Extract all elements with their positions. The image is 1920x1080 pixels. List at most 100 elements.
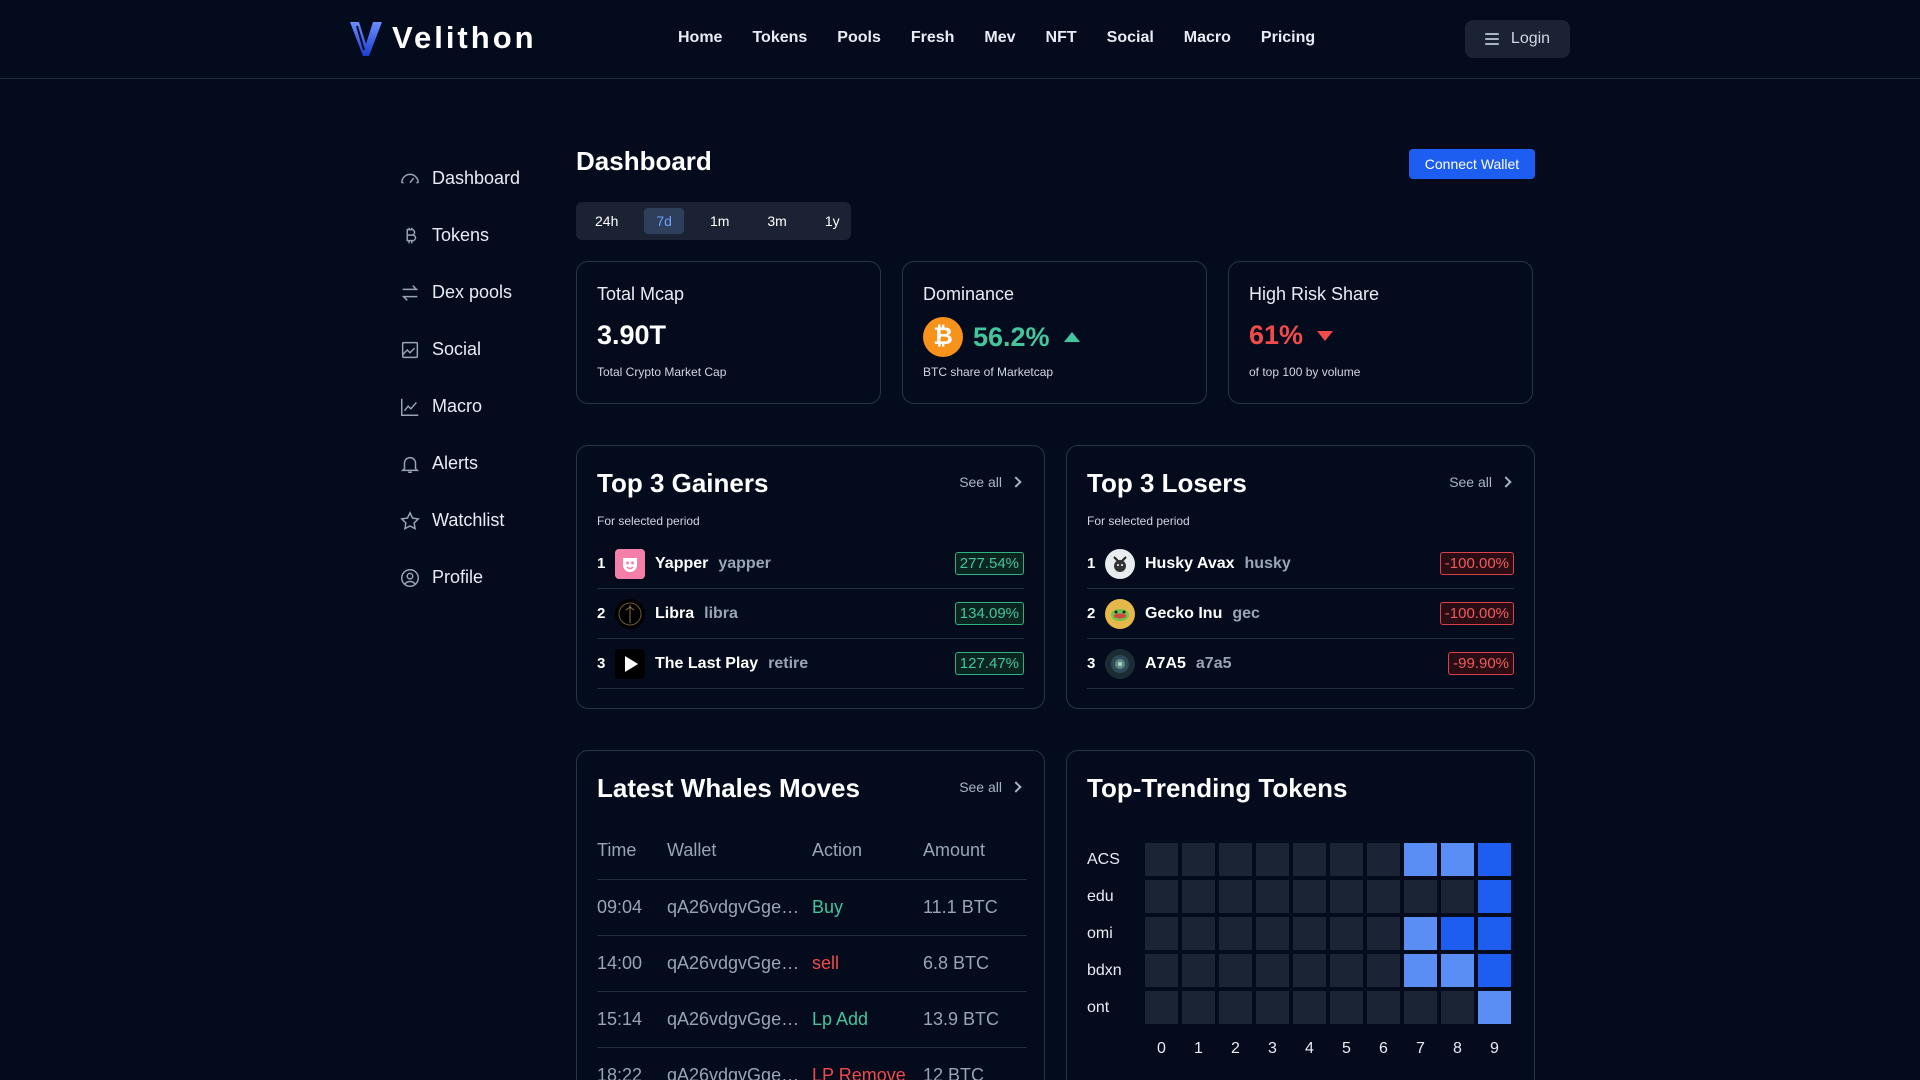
heatmap-cell[interactable] (1441, 991, 1474, 1024)
list-item[interactable]: 3 The Last Play retire 127.47% (597, 639, 1024, 689)
heatmap-cell[interactable] (1367, 991, 1400, 1024)
range-7d[interactable]: 7d (644, 208, 684, 234)
nav-tokens[interactable]: Tokens (752, 29, 808, 46)
wallet-cell[interactable]: qA26vdgvGge… (667, 935, 812, 992)
heatmap-cell[interactable] (1256, 917, 1289, 950)
heatmap-cell[interactable] (1330, 843, 1363, 876)
heatmap-cell[interactable] (1219, 991, 1252, 1024)
heatmap-cell[interactable] (1293, 954, 1326, 987)
heatmap-cell[interactable] (1219, 843, 1252, 876)
table-row[interactable]: 15:14 qA26vdgvGge… Lp Add 13.9 BTC (597, 991, 1027, 1048)
heatmap-cell[interactable] (1330, 880, 1363, 913)
range-1m[interactable]: 1m (709, 213, 730, 229)
heatmap-cell[interactable] (1293, 880, 1326, 913)
nav-pools[interactable]: Pools (837, 29, 881, 46)
nav-pricing[interactable]: Pricing (1260, 29, 1316, 46)
wallet-cell[interactable]: qA26vdgvGge… (667, 879, 812, 936)
rank-number: 3 (1087, 655, 1096, 672)
heatmap-cell[interactable] (1404, 880, 1437, 913)
list-item[interactable]: 1 Husky Avax husky -100.00% (1087, 539, 1514, 589)
heatmap-cell[interactable] (1330, 991, 1363, 1024)
heatmap-cell[interactable] (1256, 991, 1289, 1024)
heatmap-cell[interactable] (1404, 954, 1437, 987)
nav-mev[interactable]: Mev (984, 29, 1016, 46)
token-symbol: yapper (718, 554, 771, 572)
heatmap-cell[interactable] (1293, 917, 1326, 950)
list-item[interactable]: 3 A7A5 a7a5 -99.90% (1087, 639, 1514, 689)
heatmap-cell[interactable] (1293, 843, 1326, 876)
heatmap-cell[interactable] (1404, 843, 1437, 876)
heatmap-cell[interactable] (1182, 991, 1215, 1024)
range-3m[interactable]: 3m (767, 213, 787, 229)
range-1y[interactable]: 1y (824, 213, 840, 229)
sidebar-item-macro[interactable]: Macro (398, 378, 520, 435)
nav-home[interactable]: Home (678, 29, 723, 46)
heatmap-cell[interactable] (1478, 880, 1511, 913)
heatmap-cell[interactable] (1478, 954, 1511, 987)
login-button[interactable]: Login (1465, 20, 1570, 58)
heatmap-cell[interactable] (1330, 954, 1363, 987)
heatmap-cell[interactable] (1219, 917, 1252, 950)
heatmap-cell[interactable] (1145, 954, 1178, 987)
heatmap-cell[interactable] (1367, 880, 1400, 913)
sidebar-item-dashboard[interactable]: Dashboard (398, 150, 520, 207)
list-item[interactable]: 2 Libra libra 134.09% (597, 589, 1024, 639)
heatmap-cell[interactable] (1441, 917, 1474, 950)
sidebar-item-dex-pools[interactable]: Dex pools (398, 264, 520, 321)
heatmap-cell[interactable] (1182, 880, 1215, 913)
heatmap-cell[interactable] (1441, 954, 1474, 987)
heatmap-cell[interactable] (1404, 917, 1437, 950)
heatmap-cell[interactable] (1478, 991, 1511, 1024)
see-all-whales-link[interactable]: See all (959, 779, 1022, 795)
heatmap-cell[interactable] (1182, 954, 1215, 987)
heatmap-cell[interactable] (1145, 843, 1178, 876)
nav-macro[interactable]: Macro (1183, 29, 1231, 46)
heatmap-cell[interactable] (1441, 880, 1474, 913)
list-item[interactable]: 2 Gecko Inu gec -100.00% (1087, 589, 1514, 639)
wallet-cell[interactable]: qA26vdgvGge… (667, 1047, 812, 1080)
card-title: Top 3 Gainers (597, 468, 769, 498)
nav-fresh[interactable]: Fresh (910, 29, 955, 46)
table-row[interactable]: 18:22 qA26vdgvGge… LP Remove 12 BTC (597, 1047, 1027, 1080)
connect-wallet-button[interactable]: Connect Wallet (1409, 149, 1535, 179)
heatmap-cell[interactable] (1256, 880, 1289, 913)
gecko-token-icon (1105, 598, 1135, 629)
trend-down-icon (1317, 330, 1334, 341)
see-all-losers-link[interactable]: See all (1449, 474, 1512, 490)
heatmap-cell[interactable] (1256, 954, 1289, 987)
brand-logo[interactable]: Velithon (348, 18, 537, 58)
wallet-cell[interactable]: qA26vdgvGge… (667, 991, 812, 1048)
velithon-logo-icon (350, 22, 382, 56)
action-cell: Buy (812, 879, 923, 936)
heatmap-cell[interactable] (1330, 917, 1363, 950)
sidebar-item-watchlist[interactable]: Watchlist (398, 492, 520, 549)
sidebar-item-profile[interactable]: Profile (398, 549, 520, 606)
heatmap-cell[interactable] (1182, 917, 1215, 950)
sidebar-item-tokens[interactable]: Tokens (398, 207, 520, 264)
sidebar-item-social[interactable]: Social (398, 321, 520, 378)
heatmap-cell[interactable] (1145, 917, 1178, 950)
range-24h[interactable]: 24h (595, 213, 619, 229)
heatmap-cell[interactable] (1441, 843, 1474, 876)
token-name: A7A5 (1145, 654, 1186, 672)
heatmap-cell[interactable] (1182, 843, 1215, 876)
heatmap-cell[interactable] (1219, 954, 1252, 987)
heatmap-cell[interactable] (1404, 991, 1437, 1024)
heatmap-cell[interactable] (1367, 954, 1400, 987)
heatmap-cell[interactable] (1293, 991, 1326, 1024)
list-item[interactable]: 1 Yapper yapper 277.54% (597, 539, 1024, 589)
heatmap-cell[interactable] (1145, 991, 1178, 1024)
see-all-gainers-link[interactable]: See all (959, 474, 1022, 490)
heatmap-cell[interactable] (1478, 843, 1511, 876)
heatmap-cell[interactable] (1367, 917, 1400, 950)
nav-nft[interactable]: NFT (1045, 29, 1077, 46)
heatmap-cell[interactable] (1145, 880, 1178, 913)
table-row[interactable]: 14:00 qA26vdgvGge… sell 6.8 BTC (597, 935, 1027, 992)
heatmap-cell[interactable] (1256, 843, 1289, 876)
nav-social[interactable]: Social (1106, 29, 1154, 46)
heatmap-cell[interactable] (1478, 917, 1511, 950)
heatmap-cell[interactable] (1219, 880, 1252, 913)
heatmap-cell[interactable] (1367, 843, 1400, 876)
table-row[interactable]: 09:04 qA26vdgvGge… Buy 11.1 BTC (597, 879, 1027, 936)
sidebar-item-alerts[interactable]: Alerts (398, 435, 520, 492)
